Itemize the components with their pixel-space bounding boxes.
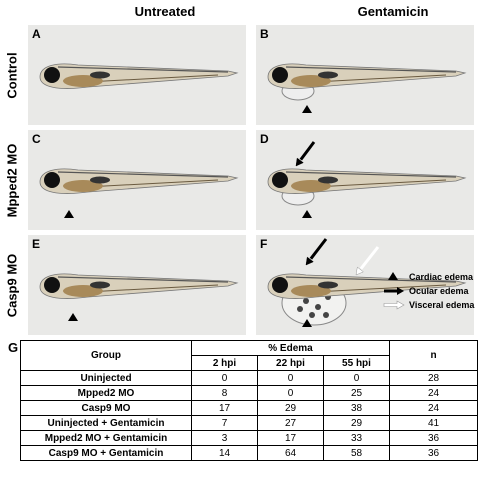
row-header: Mpped2 MO — [4, 143, 20, 218]
panel-label: A — [32, 27, 41, 41]
legend-text: Visceral edema — [409, 300, 475, 310]
panel-label: C — [32, 132, 41, 146]
fish — [39, 63, 238, 90]
table-row: Mpped2 MO 8 0 25 24 — [20, 385, 478, 401]
table-cell: 27 — [257, 415, 324, 431]
panel-image — [39, 168, 238, 218]
table-body: Uninjected 0 0 0 28 Mpped2 MO 8 0 25 24 Casp9 MO 17… — [20, 370, 478, 461]
panel: B — [256, 25, 474, 125]
edema-table: Group % Edema n 2 hpi 22 hpi 55 hpi Unin… — [20, 340, 478, 461]
ocular-arrow — [299, 141, 316, 161]
pigment — [309, 312, 315, 318]
ocular-arrow — [309, 238, 328, 260]
table-cell: 36 — [389, 445, 478, 461]
table-header: Group — [20, 340, 192, 371]
legend-item: Visceral edema — [383, 298, 474, 312]
pigment — [303, 298, 309, 304]
panel-label: G — [8, 340, 19, 355]
panel: D — [256, 130, 474, 230]
fish — [267, 168, 466, 195]
fish — [39, 168, 238, 195]
table-cell: 8 — [191, 385, 258, 401]
table-header: n — [389, 340, 478, 371]
fish — [39, 273, 238, 300]
legend: Cardiac edema Ocular edema Visceral edem… — [383, 270, 474, 312]
panel: F — [256, 235, 474, 335]
ocular-arrow — [305, 256, 314, 266]
panel-label: E — [32, 237, 41, 251]
table-subheader: 55 hpi — [323, 355, 390, 371]
table-cell: 7 — [191, 415, 258, 431]
arrowhead-marker — [302, 210, 312, 218]
table-cell: 58 — [323, 445, 390, 461]
legend-item: Ocular edema — [383, 284, 474, 298]
table-cell: 3 — [191, 430, 258, 446]
group-name: Mpped2 MO — [20, 385, 192, 401]
table-cell: 33 — [323, 430, 390, 446]
row-header: Control — [4, 52, 20, 99]
table-cell: 25 — [323, 385, 390, 401]
legend-text: Cardiac edema — [409, 272, 474, 282]
pigment — [323, 312, 329, 318]
arrowhead-marker — [68, 313, 78, 321]
table-cell: 29 — [323, 415, 390, 431]
fish — [267, 63, 466, 90]
legend-icon — [384, 287, 404, 295]
table-cell: 17 — [191, 400, 258, 416]
table-subheader: 22 hpi — [257, 355, 324, 371]
table-row: Casp9 MO 17 29 38 24 — [20, 400, 478, 416]
panel-label: F — [260, 237, 268, 251]
legend-text: Ocular edema — [409, 286, 469, 296]
arrowhead-marker — [302, 105, 312, 113]
panel-image — [267, 141, 466, 218]
table-cell: 41 — [389, 415, 478, 431]
group-name: Casp9 MO — [20, 400, 192, 416]
panel-image — [39, 63, 238, 90]
legend-icon — [388, 272, 398, 280]
table-cell: 38 — [323, 400, 390, 416]
panel: A — [28, 25, 246, 125]
pigment — [297, 306, 303, 312]
pigment — [315, 304, 321, 310]
table-cell: 14 — [191, 445, 258, 461]
table-subheader: 2 hpi — [191, 355, 258, 371]
row-header: Casp9 MO — [4, 253, 20, 318]
table-cell: 0 — [257, 385, 324, 401]
table-row: Casp9 MO + Gentamicin 14 64 58 36 — [20, 445, 478, 461]
group-name: Uninjected — [20, 370, 192, 386]
table-cell: 17 — [257, 430, 324, 446]
column-header: Gentamicin — [357, 4, 429, 19]
panel-image — [267, 238, 466, 327]
ocular-arrow — [295, 157, 304, 167]
table-cell: 0 — [191, 370, 258, 386]
visceral-arrow — [359, 246, 380, 270]
group-name: Uninjected + Gentamicin — [20, 415, 192, 431]
table-row: Uninjected 0 0 0 28 — [20, 370, 478, 386]
table-cell: 64 — [257, 445, 324, 461]
visceral-arrow — [355, 266, 364, 276]
group-name: Casp9 MO + Gentamicin — [20, 445, 192, 461]
legend-item: Cardiac edema — [383, 270, 474, 284]
arrowhead-marker — [64, 210, 74, 218]
panel-image — [39, 273, 238, 321]
table-cell: 29 — [257, 400, 324, 416]
table-cell: 0 — [323, 370, 390, 386]
panel-image — [267, 63, 466, 113]
panel-label: B — [260, 27, 269, 41]
table-cell: 24 — [389, 400, 478, 416]
legend-icon — [383, 300, 405, 310]
table-cell: 24 — [389, 385, 478, 401]
group-name: Mpped2 MO + Gentamicin — [20, 430, 192, 446]
panel: E — [28, 235, 246, 335]
table-header: % Edema — [191, 340, 390, 356]
table-cell: 28 — [389, 370, 478, 386]
table-row: Uninjected + Gentamicin 7 27 29 41 — [20, 415, 478, 431]
table-cell: 36 — [389, 430, 478, 446]
column-header: Untreated — [134, 4, 196, 19]
panel: C — [28, 130, 246, 230]
panel-label: D — [260, 132, 269, 146]
table-cell: 0 — [257, 370, 324, 386]
table-row: Mpped2 MO + Gentamicin 3 17 33 36 — [20, 430, 478, 446]
